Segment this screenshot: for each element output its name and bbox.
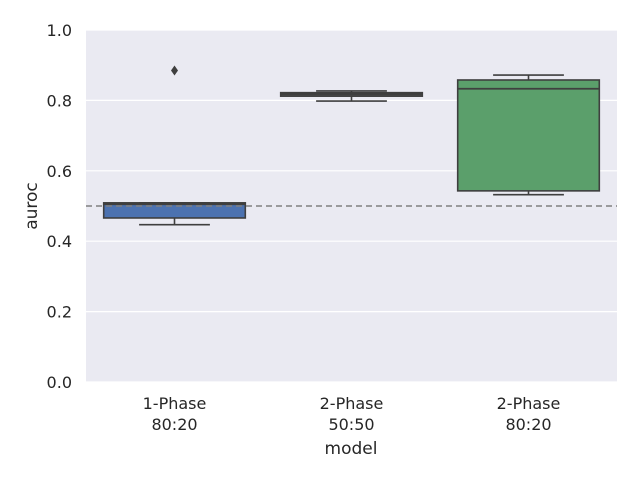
x-tick-label-line1: 2-Phase — [320, 394, 384, 413]
y-tick-label: 0.6 — [47, 162, 72, 181]
y-axis-label: auroc — [22, 182, 42, 230]
box-body — [456, 79, 601, 192]
x-axis-label: model — [325, 439, 378, 459]
y-tick-label: 0.0 — [47, 373, 72, 392]
outlier-point — [171, 65, 178, 76]
x-axis-ticks: 1-Phase 80:20 2-Phase 50:50 2-Phase 80:20 — [143, 394, 561, 434]
x-tick-label-line2: 80:20 — [505, 415, 551, 434]
x-tick-label-line1: 2-Phase — [497, 394, 561, 413]
x-tick-label-line2: 80:20 — [151, 415, 197, 434]
box-3 — [456, 74, 601, 196]
y-tick-label: 0.8 — [47, 91, 72, 110]
y-tick-label: 0.2 — [47, 303, 72, 322]
x-tick-label-line2: 50:50 — [328, 415, 374, 434]
box-2 — [279, 90, 424, 102]
x-tick-label-line1: 1-Phase — [143, 394, 207, 413]
y-tick-label: 1.0 — [47, 21, 72, 40]
grid-lines — [86, 29, 617, 383]
y-axis-ticks: 0.0 0.2 0.4 0.6 0.8 1.0 — [47, 21, 72, 392]
y-tick-label: 0.4 — [47, 232, 72, 251]
